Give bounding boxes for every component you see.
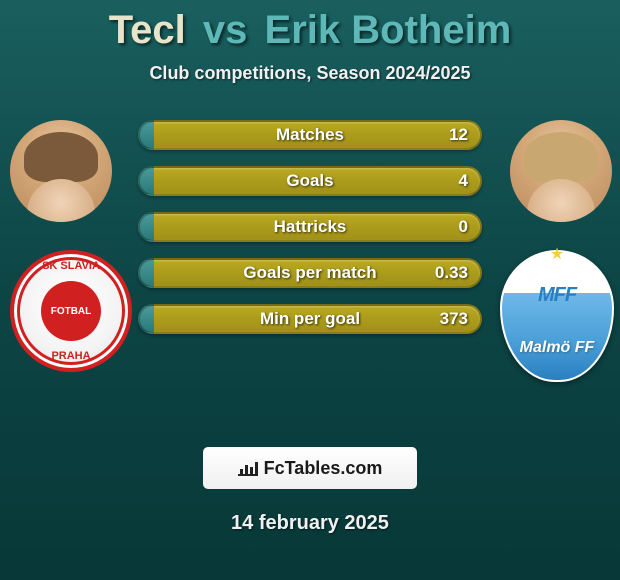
player1-name: Tecl — [109, 8, 186, 52]
player1-hair — [24, 132, 98, 182]
club1-text-top: SK SLAVIA — [14, 260, 128, 272]
player2-hair — [524, 132, 598, 182]
date-label: 14 february 2025 — [0, 512, 620, 535]
stat-bar: Matches 12 — [138, 120, 482, 150]
stat-bar: Hattricks 0 — [138, 212, 482, 242]
comparison-title: Tecl vs Erik Botheim — [0, 0, 620, 53]
club2-abbrev: MFF — [538, 284, 576, 307]
player2-name: Erik Botheim — [265, 8, 512, 52]
bar-track — [138, 212, 482, 242]
vs-label: vs — [203, 8, 248, 52]
player2-avatar — [510, 120, 612, 222]
stat-value-right: 12 — [449, 120, 468, 150]
stat-value-right: 0.33 — [435, 258, 468, 288]
player1-club-badge: SK SLAVIA FOTBAL PRAHA — [10, 250, 132, 372]
watermark: FcTables.com — [202, 446, 418, 490]
bar-leftcap — [138, 120, 154, 150]
bar-leftcap — [138, 166, 154, 196]
bar-track — [138, 304, 482, 334]
stat-bar: Min per goal 373 — [138, 304, 482, 334]
club2-name: Malmö FF — [520, 339, 595, 357]
stat-bar: Goals 4 — [138, 166, 482, 196]
watermark-text: FcTables.com — [264, 458, 383, 479]
club2-star-icon: ★ — [550, 244, 564, 264]
comparison-body: SK SLAVIA FOTBAL PRAHA ★ MFF Malmö FF Ma… — [0, 120, 620, 400]
bar-track — [138, 166, 482, 196]
player2-club-badge: ★ MFF Malmö FF — [500, 250, 614, 382]
stat-bars: Matches 12 Goals 4 Hattricks 0 Goals per… — [138, 120, 482, 350]
subtitle: Club competitions, Season 2024/2025 — [0, 63, 620, 84]
bar-track — [138, 120, 482, 150]
club1-text-bottom: PRAHA — [14, 350, 128, 362]
stat-value-right: 4 — [459, 166, 468, 196]
player1-avatar — [10, 120, 112, 222]
bar-leftcap — [138, 304, 154, 334]
barchart-icon — [238, 460, 258, 476]
bar-leftcap — [138, 258, 154, 288]
stat-bar: Goals per match 0.33 — [138, 258, 482, 288]
stat-value-right: 373 — [440, 304, 468, 334]
bar-leftcap — [138, 212, 154, 242]
stat-value-right: 0 — [459, 212, 468, 242]
bar-track — [138, 258, 482, 288]
club1-inner: FOTBAL — [41, 281, 101, 341]
